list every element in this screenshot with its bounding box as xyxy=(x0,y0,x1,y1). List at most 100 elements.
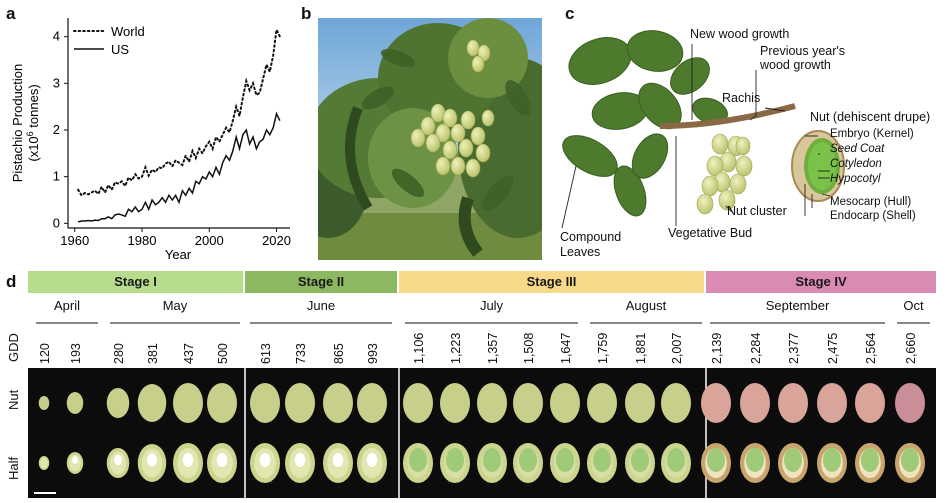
month-brackets xyxy=(36,322,930,324)
kernel xyxy=(707,448,725,472)
whole-nut xyxy=(550,383,580,423)
gdd-value: 993 xyxy=(366,343,380,364)
stage-4-band: Stage IV xyxy=(706,271,936,293)
stage-1-band: Stage I xyxy=(28,271,243,293)
y-tick-label: 2 xyxy=(53,122,60,137)
whole-nut xyxy=(587,383,617,423)
kernel xyxy=(294,453,306,467)
gdd-value: 2,660 xyxy=(904,332,918,364)
label-cotyledon: Cotyledon xyxy=(830,158,882,170)
gdd-value: 2,139 xyxy=(710,332,724,364)
whole-nut xyxy=(66,392,84,414)
whole-nut xyxy=(661,383,691,423)
nut-photo-strip xyxy=(28,368,936,498)
whole-nut xyxy=(740,383,770,423)
y-axis-unit: (x106 tonnes) xyxy=(25,84,41,161)
y-tick-label: 3 xyxy=(53,75,60,90)
gdd-value: 1,106 xyxy=(412,332,426,364)
kernel xyxy=(259,453,271,467)
kernel xyxy=(147,453,157,467)
month-august: August xyxy=(625,298,667,313)
whole-nut xyxy=(477,383,507,423)
gdd-value: 1,759 xyxy=(596,332,610,364)
kernel xyxy=(823,448,841,472)
kernel xyxy=(182,453,194,467)
x-tick-label: 2000 xyxy=(195,233,224,248)
whole-nut xyxy=(895,383,925,423)
gdd-value: 437 xyxy=(182,343,196,364)
label-endocarp: Endocarp (Shell) xyxy=(830,210,916,222)
gdd-value: 613 xyxy=(259,343,273,364)
stage-3-label: Stage III xyxy=(526,274,577,289)
kernel xyxy=(746,448,764,472)
kernel xyxy=(216,453,228,467)
x-tick-label: 2020 xyxy=(262,233,291,248)
stage-2-label: Stage II xyxy=(297,274,345,289)
whole-nut xyxy=(403,383,433,423)
label-previous-wood-line1: Previous year's xyxy=(760,44,846,58)
gdd-value: 500 xyxy=(216,343,230,364)
label-previous-wood-line2: wood growth xyxy=(760,58,831,72)
kernel xyxy=(409,448,427,472)
whole-nut xyxy=(357,383,387,423)
half-nut-interior xyxy=(40,457,48,469)
pistachio-tree-photo xyxy=(318,18,542,260)
label-rachis: Rachis xyxy=(722,91,761,105)
row-label-nut: Nut xyxy=(6,389,21,410)
month-may: May xyxy=(162,298,188,313)
x-tick-label: 1960 xyxy=(60,233,89,248)
label-nut-cluster: Nut cluster xyxy=(727,204,787,218)
gdd-value: 2,564 xyxy=(864,332,878,364)
month-june: June xyxy=(306,298,336,313)
label-vegetative-bud: Vegetative Bud xyxy=(668,226,753,240)
nut-stages-svg xyxy=(38,368,925,498)
kernel xyxy=(784,448,802,472)
label-new-wood-growth: New wood growth xyxy=(690,27,790,41)
gdd-value: 381 xyxy=(146,343,160,364)
month-oct: Oct xyxy=(903,298,924,313)
month-july: July xyxy=(479,298,504,313)
label-hypocotyl: Hypocotyl xyxy=(830,173,881,185)
whole-nut xyxy=(250,383,280,423)
y-tick-label: 1 xyxy=(53,169,60,184)
month-september: September xyxy=(765,298,830,313)
kernel xyxy=(861,448,879,472)
stage-4-label: Stage IV xyxy=(795,274,847,289)
stage-3-band: Stage III xyxy=(399,271,704,293)
whole-nut xyxy=(285,383,315,423)
label-mesocarp: Mesocarp (Hull) xyxy=(830,196,912,208)
whole-nut xyxy=(855,383,885,423)
gdd-axis-label: GDD xyxy=(6,333,21,362)
gdd-value: 1,508 xyxy=(522,332,536,364)
scale-bar xyxy=(34,492,56,494)
x-axis-label: Year xyxy=(165,247,192,262)
whole-nut xyxy=(106,388,130,418)
kernel xyxy=(519,448,537,472)
gdd-value: 1,647 xyxy=(559,332,573,364)
production-chart: 0 1 2 3 4 1960 1980 2000 2020 World US Year Pis… xyxy=(10,18,291,262)
label-compound-line2: Leaves xyxy=(560,245,601,259)
y-tick-label: 0 xyxy=(53,215,60,230)
stage-2-band: Stage II xyxy=(245,271,397,293)
gdd-value: 280 xyxy=(112,343,126,364)
gdd-value: 2,377 xyxy=(787,332,801,364)
panel-c-letter: c xyxy=(565,4,575,23)
gdd-value: 1,223 xyxy=(449,332,463,364)
kernel xyxy=(483,448,501,472)
whole-nut xyxy=(625,383,655,423)
kernel xyxy=(631,448,649,472)
whole-nut xyxy=(701,383,731,423)
kernel xyxy=(114,454,122,466)
label-embryo: Embryo (Kernel) xyxy=(830,128,914,140)
whole-nut xyxy=(38,396,50,410)
gdd-value: 2,007 xyxy=(670,332,684,364)
us-series-line xyxy=(77,111,281,223)
gdd-value: 2,475 xyxy=(826,332,840,364)
kernel xyxy=(901,448,919,472)
whole-nut xyxy=(323,383,353,423)
whole-nut xyxy=(778,383,808,423)
gdd-value: 865 xyxy=(332,343,346,364)
kernel xyxy=(556,448,574,472)
label-seed-coat: Seed Coat xyxy=(830,143,885,155)
kernel xyxy=(72,456,78,464)
